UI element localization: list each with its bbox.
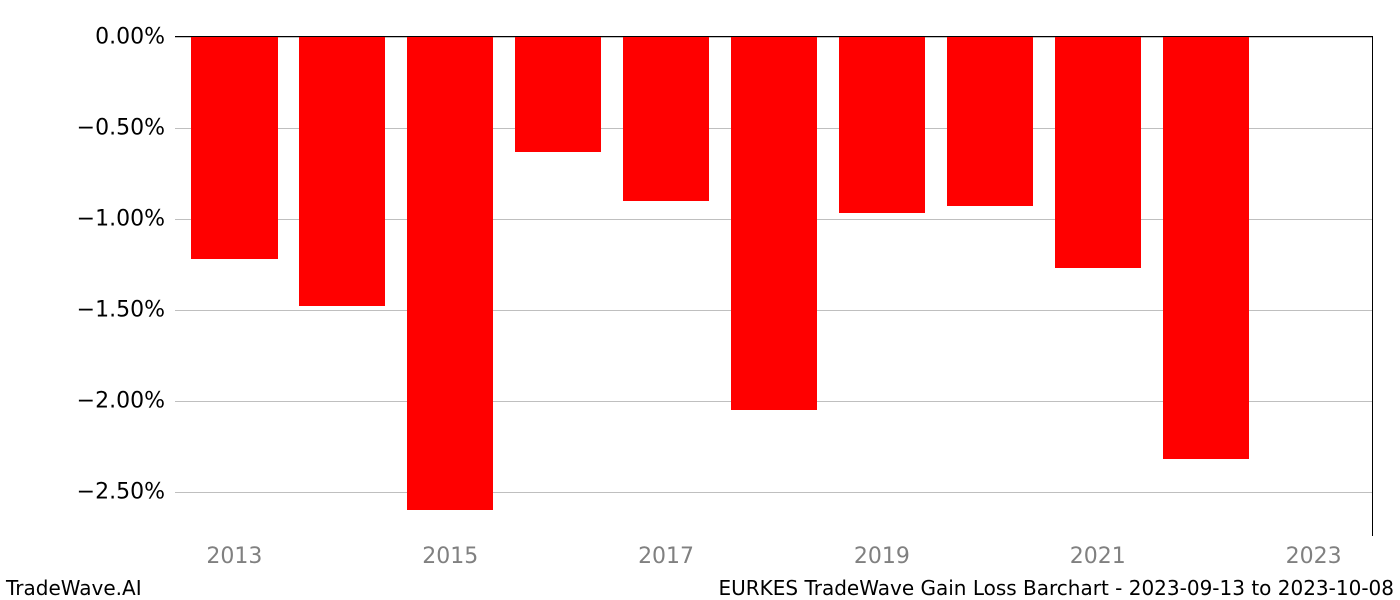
y-tick-label: −2.50% [77,479,175,504]
bar [947,37,1033,206]
bar [515,37,601,152]
bar [839,37,925,213]
bar [299,37,385,306]
bar [623,37,709,201]
plot-area: 0.00%−0.50%−1.00%−1.50%−2.00%−2.50%20132… [175,36,1373,536]
y-tick-label: −0.50% [77,115,175,140]
x-tick-label: 2021 [1070,536,1126,569]
bar [1163,37,1249,459]
y-tick-label: 0.00% [95,25,175,50]
bar [407,37,493,510]
footer-right-text: EURKES TradeWave Gain Loss Barchart - 20… [719,576,1395,600]
y-gridline [175,492,1372,493]
bar [731,37,817,410]
footer-left-text: TradeWave.AI [6,576,142,600]
bar [1055,37,1141,268]
y-tick-label: −1.50% [77,297,175,322]
x-tick-label: 2023 [1286,536,1342,569]
x-tick-label: 2013 [206,536,262,569]
y-tick-label: −2.00% [77,388,175,413]
y-tick-label: −1.00% [77,206,175,231]
figure: 0.00% −0.50% −1.00% −1.50% −2.00% −2.50% 2013 2… [0,0,1400,600]
x-tick-label: 2019 [854,536,910,569]
bar [191,37,277,259]
x-tick-label: 2015 [422,536,478,569]
x-tick-label: 2017 [638,536,694,569]
